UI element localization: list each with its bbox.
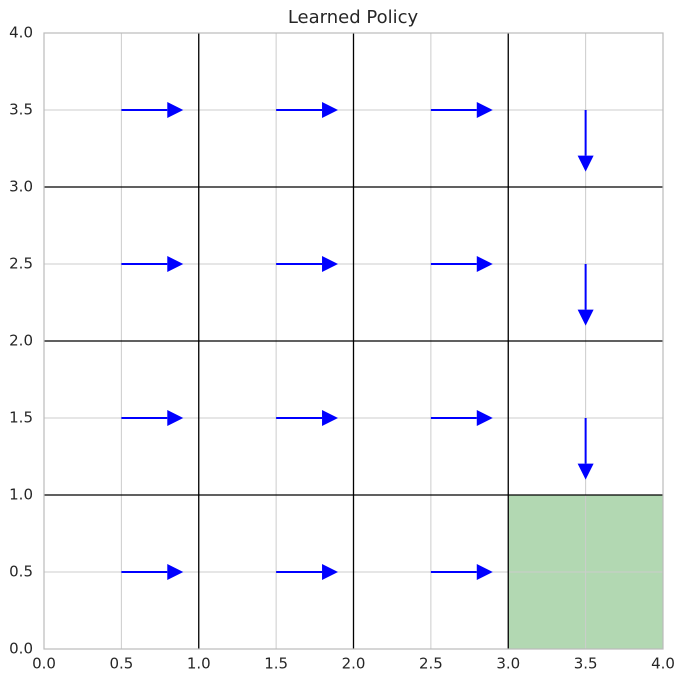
y-tick-label: 1.5: [9, 409, 33, 427]
y-tick-label: 3.5: [9, 101, 33, 119]
x-tick-label: 3.0: [496, 655, 520, 673]
policy-arrow: [430, 564, 493, 580]
x-tick-label: 0.0: [32, 655, 56, 673]
policy-arrow: [276, 410, 339, 426]
policy-arrow: [577, 110, 594, 172]
arrow-head: [476, 256, 493, 272]
x-tick-label: 0.5: [109, 655, 133, 673]
arrow-head: [322, 102, 339, 118]
arrow-head: [322, 564, 339, 580]
policy-arrow: [430, 102, 493, 118]
x-tick-label: 1.5: [264, 655, 288, 673]
arrow-head: [167, 102, 184, 118]
arrow-head: [322, 410, 339, 426]
arrow-head: [476, 564, 493, 580]
x-tick-label: 2.5: [419, 655, 443, 673]
y-tick-label: 2.0: [9, 332, 33, 350]
y-tick-label: 3.0: [9, 178, 33, 196]
y-tick-label: 0.5: [9, 563, 33, 581]
y-tick-label: 0.0: [9, 640, 33, 658]
plot-frame: [43, 32, 664, 650]
arrow-head: [167, 410, 184, 426]
policy-arrow: [121, 102, 184, 118]
policy-arrow: [430, 256, 493, 272]
policy-arrow: [577, 264, 594, 326]
y-tick-label: 1.0: [9, 486, 33, 504]
policy-arrow: [121, 564, 184, 580]
arrow-head: [577, 463, 594, 480]
policy-arrow: [430, 410, 493, 426]
arrow-head: [167, 256, 184, 272]
policy-arrow: [577, 418, 594, 480]
x-tick-label: 1.0: [187, 655, 211, 673]
arrow-head: [577, 309, 594, 326]
arrow-head: [476, 102, 493, 118]
x-tick-label: 4.0: [651, 655, 675, 673]
x-tick-label: 3.5: [574, 655, 598, 673]
x-tick-label: 2.0: [342, 655, 366, 673]
policy-arrow: [276, 102, 339, 118]
policy-arrow: [276, 564, 339, 580]
policy-arrow: [276, 256, 339, 272]
arrow-head: [476, 410, 493, 426]
policy-arrow: [121, 410, 184, 426]
y-tick-label: 4.0: [9, 24, 33, 42]
policy-arrow: [121, 256, 184, 272]
chart-title: Learned Policy: [288, 7, 419, 28]
arrow-head: [167, 564, 184, 580]
y-tick-label: 2.5: [9, 255, 33, 273]
arrow-head: [577, 155, 594, 172]
arrow-head: [322, 256, 339, 272]
